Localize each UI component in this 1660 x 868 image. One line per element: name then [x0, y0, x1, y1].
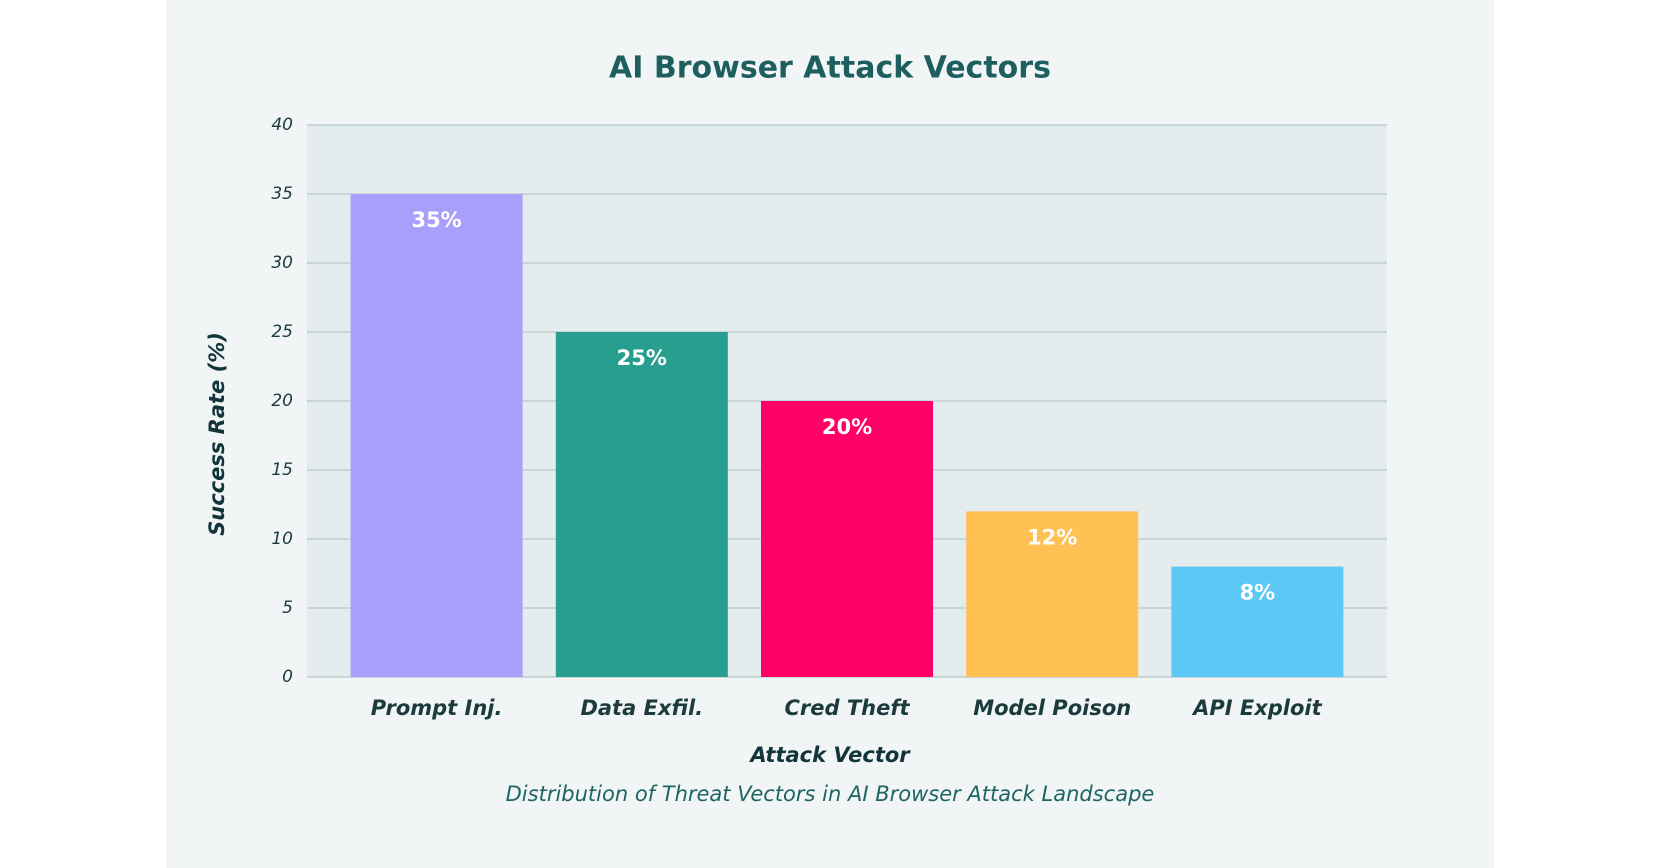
- y-axis-label: Success Rate (%): [205, 332, 229, 536]
- bar: [1171, 566, 1344, 677]
- y-tick-label: 35: [271, 184, 293, 204]
- y-tick-label: 30: [271, 253, 293, 273]
- x-axis-label: Attack Vector: [748, 743, 911, 767]
- x-tick-label: API Exploit: [1191, 696, 1323, 720]
- value-label: 20%: [822, 415, 872, 439]
- y-tick-label: 20: [271, 391, 293, 411]
- chart-title: AI Browser Attack Vectors: [609, 51, 1051, 86]
- bar: [555, 332, 728, 677]
- x-tick-label: Prompt Inj.: [371, 696, 503, 720]
- y-tick-label: 25: [271, 322, 293, 342]
- bar: [966, 511, 1139, 677]
- value-label: 12%: [1027, 525, 1077, 549]
- y-tick-label: 15: [271, 460, 293, 480]
- x-tick-label: Cred Theft: [784, 696, 910, 720]
- value-label: 8%: [1240, 581, 1276, 605]
- y-tick-label: 0: [282, 667, 293, 687]
- x-tick-label: Model Poison: [973, 696, 1131, 720]
- caption: Distribution of Threat Vectors in AI Bro…: [506, 782, 1155, 806]
- y-tick-label: 40: [271, 115, 293, 135]
- y-tick-label: 5: [282, 598, 293, 618]
- x-tick-label: Data Exfil.: [580, 696, 703, 720]
- bar: [761, 401, 933, 677]
- y-tick-label: 10: [271, 529, 293, 549]
- value-label: 25%: [617, 346, 667, 370]
- bar: [350, 194, 523, 677]
- value-label: 35%: [411, 208, 461, 232]
